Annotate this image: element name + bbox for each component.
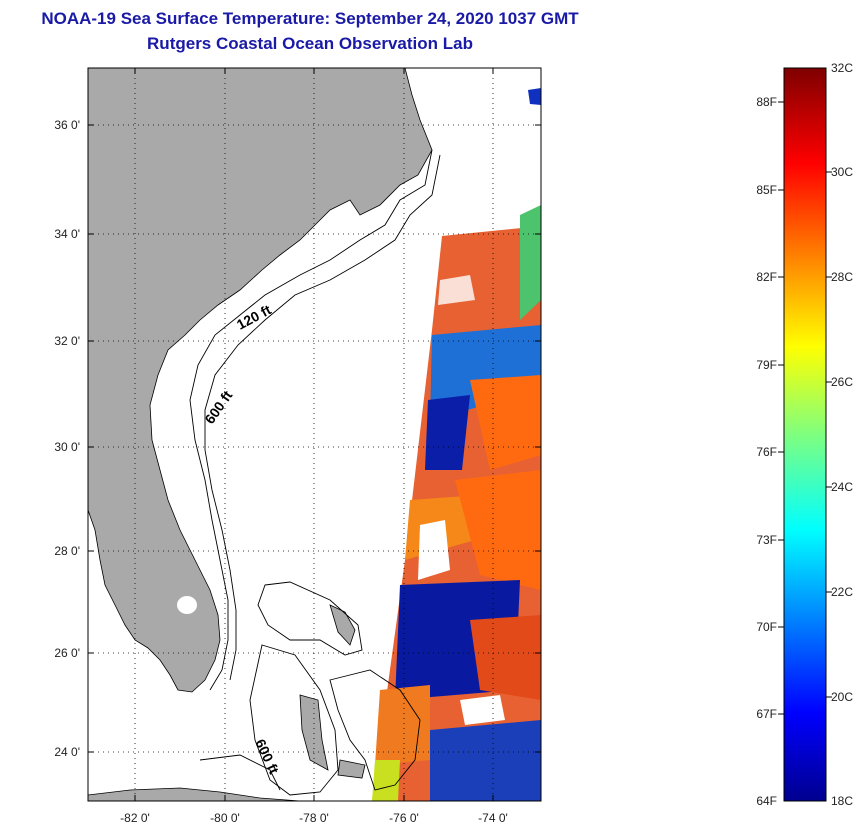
colorbar-label-79f: 79F — [756, 358, 777, 372]
colorbar-label-30c: 30C — [831, 165, 853, 179]
colorbar-label-24c: 24C — [831, 480, 853, 494]
colorbar-label-26c: 26C — [831, 375, 853, 389]
colorbar-ticks — [778, 101, 832, 715]
graticule — [88, 68, 541, 801]
colorbar-label-67f: 67F — [756, 707, 777, 721]
colorbar-label-28c: 28C — [831, 270, 853, 284]
lon-label-80: -80 0' — [210, 811, 240, 825]
land-us-coast — [88, 68, 433, 693]
colorbar-label-64f: 64F — [756, 794, 777, 808]
lon-label-74: -74 0' — [478, 811, 508, 825]
lon-label-76: -76 0' — [389, 811, 419, 825]
colorbar — [783, 67, 827, 802]
lon-label-78: -78 0' — [299, 811, 329, 825]
colorbar-label-73f: 73F — [756, 533, 777, 547]
lat-label-26: 26 0' — [54, 646, 80, 660]
axis-ticks — [88, 68, 541, 801]
lon-label-82: -82 0' — [120, 811, 150, 825]
lat-label-24: 24 0' — [54, 745, 80, 759]
colorbar-label-85f: 85F — [756, 183, 777, 197]
lat-label-32: 32 0' — [54, 334, 80, 348]
lat-label-34: 34 0' — [54, 227, 80, 241]
colorbar-label-82f: 82F — [756, 270, 777, 284]
lat-label-36: 36 0' — [54, 118, 80, 132]
colorbar-label-76f: 76F — [756, 445, 777, 459]
map-subtitle: Rutgers Coastal Ocean Observation Lab — [147, 34, 473, 53]
colorbar-label-22c: 22C — [831, 585, 853, 599]
colorbar-label-70f: 70F — [756, 620, 777, 634]
lat-label-30: 30 0' — [54, 440, 80, 454]
colorbar-label-18c: 18C — [831, 794, 853, 808]
colorbar-label-32c: 32C — [831, 61, 853, 75]
colorbar-label-20c: 20C — [831, 690, 853, 704]
map-title: NOAA-19 Sea Surface Temperature: Septemb… — [41, 9, 579, 28]
lat-label-28: 28 0' — [54, 544, 80, 558]
bathymetry-contours — [189, 149, 441, 796]
lake-okeechobee — [177, 596, 197, 614]
colorbar-label-88f: 88F — [756, 95, 777, 109]
sst-swath — [372, 88, 541, 801]
